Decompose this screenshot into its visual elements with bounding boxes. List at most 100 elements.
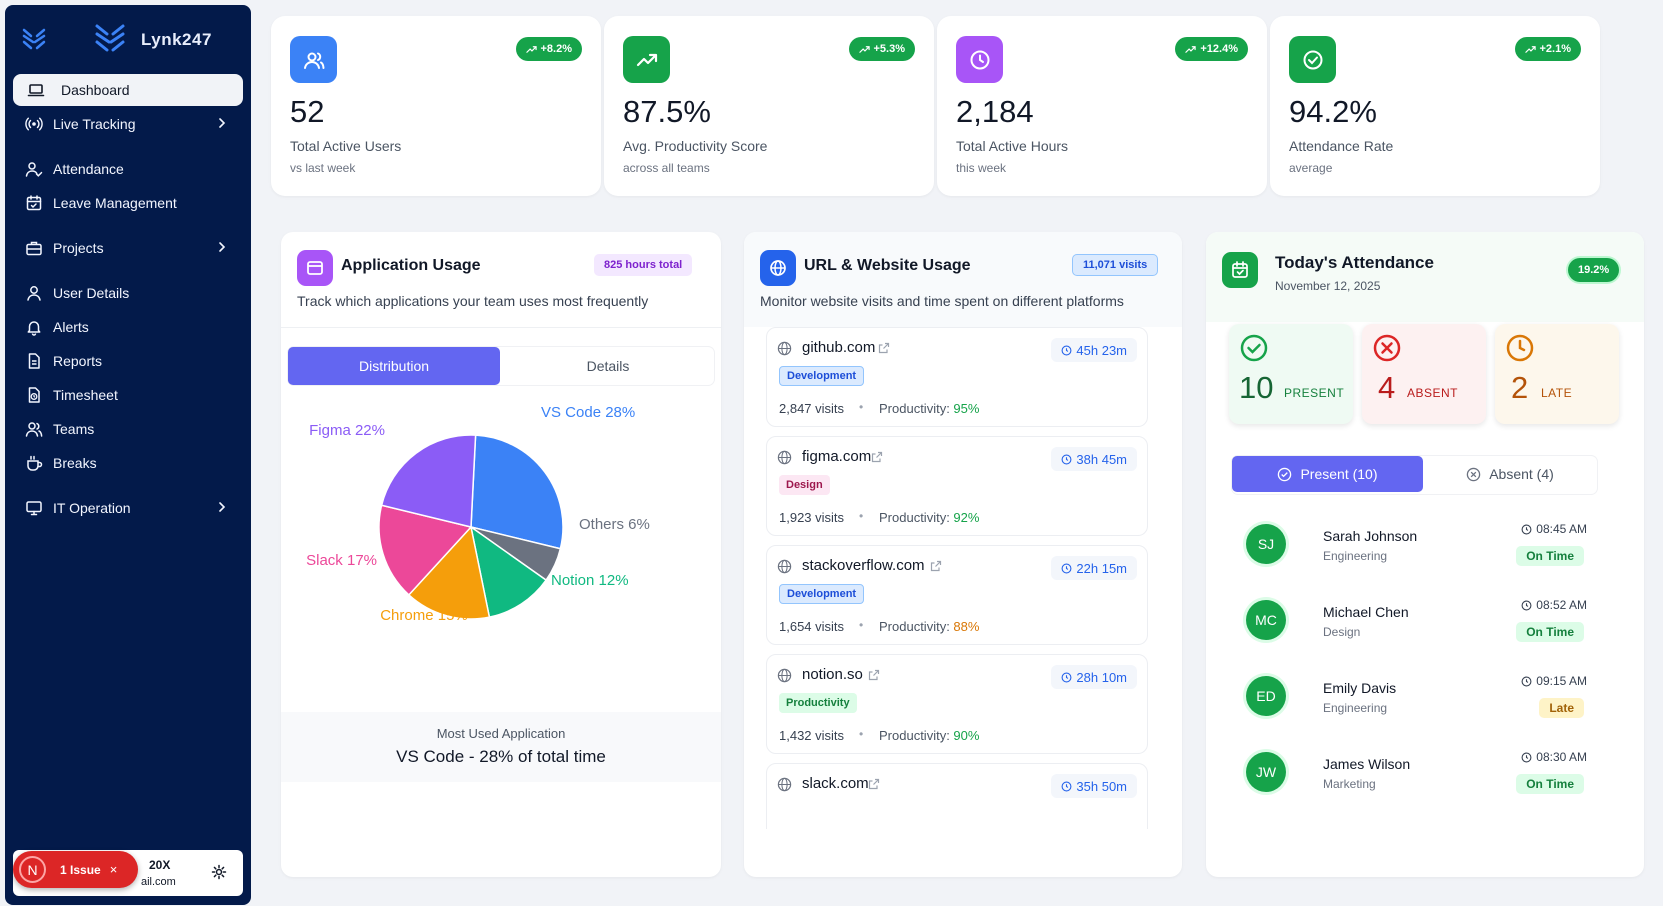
sidebar-item-reports[interactable]: Reports bbox=[13, 345, 243, 377]
issue-label: 1 Issue bbox=[60, 862, 101, 877]
sidebar-item-alerts[interactable]: Alerts bbox=[13, 311, 243, 343]
url-list[interactable]: github.com 45h 23m Development 2,847 visits… bbox=[766, 327, 1170, 829]
check-circle-icon bbox=[1289, 36, 1336, 83]
panel-title: URL & Website Usage bbox=[804, 257, 971, 274]
tab-absent[interactable]: Absent (4) bbox=[1423, 456, 1597, 492]
url-name[interactable]: slack.com bbox=[802, 775, 869, 792]
status-badge: On Time bbox=[1516, 546, 1584, 566]
productivity-score: Productivity: 92% bbox=[879, 510, 979, 525]
gear-icon[interactable] bbox=[211, 864, 227, 880]
external-link-icon[interactable] bbox=[868, 778, 880, 790]
pie-slice[interactable] bbox=[469, 525, 548, 619]
time-value: 22h 15m bbox=[1076, 560, 1127, 576]
sidebar-item-user-details[interactable]: User Details bbox=[13, 277, 243, 309]
external-link-icon[interactable] bbox=[871, 451, 883, 463]
absent-count: 4 bbox=[1378, 370, 1396, 405]
globe-icon bbox=[777, 450, 792, 465]
tab-present[interactable]: Present (10) bbox=[1232, 456, 1423, 492]
pie-slice[interactable] bbox=[380, 434, 477, 528]
external-link-icon[interactable] bbox=[878, 342, 890, 354]
laptop-icon bbox=[27, 81, 45, 99]
stat-value: 94.2% bbox=[1289, 94, 1377, 129]
url-name[interactable]: figma.com bbox=[802, 448, 872, 465]
clock-icon bbox=[1521, 752, 1532, 762]
pie-label: Notion 12% bbox=[551, 572, 629, 589]
avatar: SJ bbox=[1246, 524, 1286, 564]
url-name[interactable]: github.com bbox=[802, 339, 876, 356]
clock-icon bbox=[1506, 334, 1534, 362]
calendar-icon bbox=[25, 194, 43, 212]
employee-department: Engineering bbox=[1323, 701, 1388, 715]
file-icon bbox=[25, 352, 43, 370]
attendance-summary: 10 PRESENT 4 ABSENT 2 LATE bbox=[1206, 324, 1644, 436]
sidebar-item-label: Alerts bbox=[53, 319, 89, 335]
attendance-row[interactable]: SJ Sarah Johnson Engineering 08:45 AM On Tim… bbox=[1232, 512, 1597, 582]
attendance-row[interactable]: ED Emily Davis Engineering 09:15 AM Late bbox=[1232, 664, 1597, 734]
pie-slice[interactable] bbox=[407, 525, 491, 620]
issue-indicator[interactable]: N 1 Issue × bbox=[13, 851, 138, 888]
stat-label: Total Active Hours bbox=[956, 138, 1069, 154]
pie-slice[interactable] bbox=[378, 504, 473, 596]
tab-details[interactable]: Details bbox=[586, 358, 630, 374]
external-link-icon[interactable] bbox=[868, 669, 880, 681]
pie-slice[interactable] bbox=[470, 434, 564, 550]
url-name[interactable]: notion.so bbox=[802, 666, 863, 683]
pie-label: Slack 17% bbox=[306, 552, 377, 569]
url-name[interactable]: stackoverflow.com bbox=[802, 557, 925, 574]
tab-distribution[interactable]: Distribution bbox=[288, 347, 500, 385]
avatar: MC bbox=[1246, 600, 1286, 640]
panel-title: Today's Attendance bbox=[1275, 253, 1434, 272]
sidebar-item-leave-management[interactable]: Leave Management bbox=[13, 187, 243, 219]
absent-tile[interactable]: 4 ABSENT bbox=[1362, 324, 1486, 424]
employee-department: Design bbox=[1323, 625, 1361, 639]
clock-icon bbox=[956, 36, 1003, 83]
attendance-row[interactable]: JW James Wilson Marketing 08:30 AM On Time bbox=[1232, 740, 1597, 810]
clock-icon bbox=[1061, 781, 1072, 791]
present-tile[interactable]: 10 PRESENT bbox=[1229, 324, 1353, 424]
productivity-label: Productivity: bbox=[879, 728, 954, 743]
attendance-row[interactable]: MC Michael Chen Design 08:52 AM On Time bbox=[1232, 588, 1597, 658]
stat-label: Total Active Users bbox=[290, 138, 402, 154]
time-value: 38h 45m bbox=[1076, 451, 1127, 467]
late-tile[interactable]: 2 LATE bbox=[1495, 324, 1619, 424]
change-value: +2.1% bbox=[1539, 43, 1572, 55]
sidebar-item-breaks[interactable]: Breaks bbox=[13, 447, 243, 479]
time-value: 28h 10m bbox=[1076, 669, 1127, 685]
stat-value: 87.5% bbox=[623, 94, 711, 129]
attendance-percent-badge: 19.2% bbox=[1568, 258, 1620, 282]
sidebar-item-it-operation[interactable]: IT Operation bbox=[13, 492, 243, 524]
url-card[interactable]: stackoverflow.com 22h 15m Development 1,654… bbox=[766, 545, 1148, 645]
sidebar-item-dashboard[interactable]: Dashboard bbox=[13, 74, 243, 106]
stat-value: 52 bbox=[290, 94, 325, 129]
sidebar-item-attendance[interactable]: Attendance bbox=[13, 153, 243, 185]
sidebar-item-teams[interactable]: Teams bbox=[13, 413, 243, 445]
sidebar-item-timesheet[interactable]: Timesheet bbox=[13, 379, 243, 411]
clock-icon bbox=[1521, 676, 1532, 686]
url-card[interactable]: slack.com 35h 50m bbox=[766, 763, 1148, 829]
brand-name: Lynk247 bbox=[141, 30, 212, 49]
sidebar-item-label: Breaks bbox=[53, 455, 97, 471]
url-card[interactable]: notion.so 28h 10m Productivity 1,432 visits… bbox=[766, 654, 1148, 754]
url-card[interactable]: figma.com 38h 45m Design 1,923 visits • Produ… bbox=[766, 436, 1148, 536]
productivity-value: 92% bbox=[953, 510, 980, 525]
sidebar-item-projects[interactable]: Projects bbox=[13, 232, 243, 264]
stat-sublabel: average bbox=[1289, 161, 1333, 175]
most-used-label: Most Used Application bbox=[436, 726, 566, 741]
status-badge: On Time bbox=[1516, 622, 1584, 642]
sidebar-item-live-tracking[interactable]: Live Tracking bbox=[13, 108, 243, 140]
productivity-score: Productivity: 88% bbox=[879, 619, 979, 634]
close-icon[interactable]: × bbox=[109, 862, 118, 877]
external-link-icon[interactable] bbox=[930, 560, 942, 572]
view-toggle: Distribution Details bbox=[288, 347, 714, 385]
logo-mark-icon[interactable] bbox=[21, 26, 47, 52]
sidebar-item-label: Leave Management bbox=[53, 195, 177, 211]
separator: • bbox=[859, 400, 864, 414]
sidebar-item-label: Projects bbox=[53, 240, 104, 256]
globe-icon bbox=[777, 668, 792, 683]
clock-icon bbox=[1061, 454, 1072, 464]
url-card[interactable]: github.com 45h 23m Development 2,847 visits… bbox=[766, 327, 1148, 427]
present-count: 10 bbox=[1239, 370, 1274, 405]
clock-icon bbox=[1061, 345, 1072, 355]
sidebar-item-label: Dashboard bbox=[61, 82, 130, 98]
change-value: +8.2% bbox=[540, 43, 573, 55]
